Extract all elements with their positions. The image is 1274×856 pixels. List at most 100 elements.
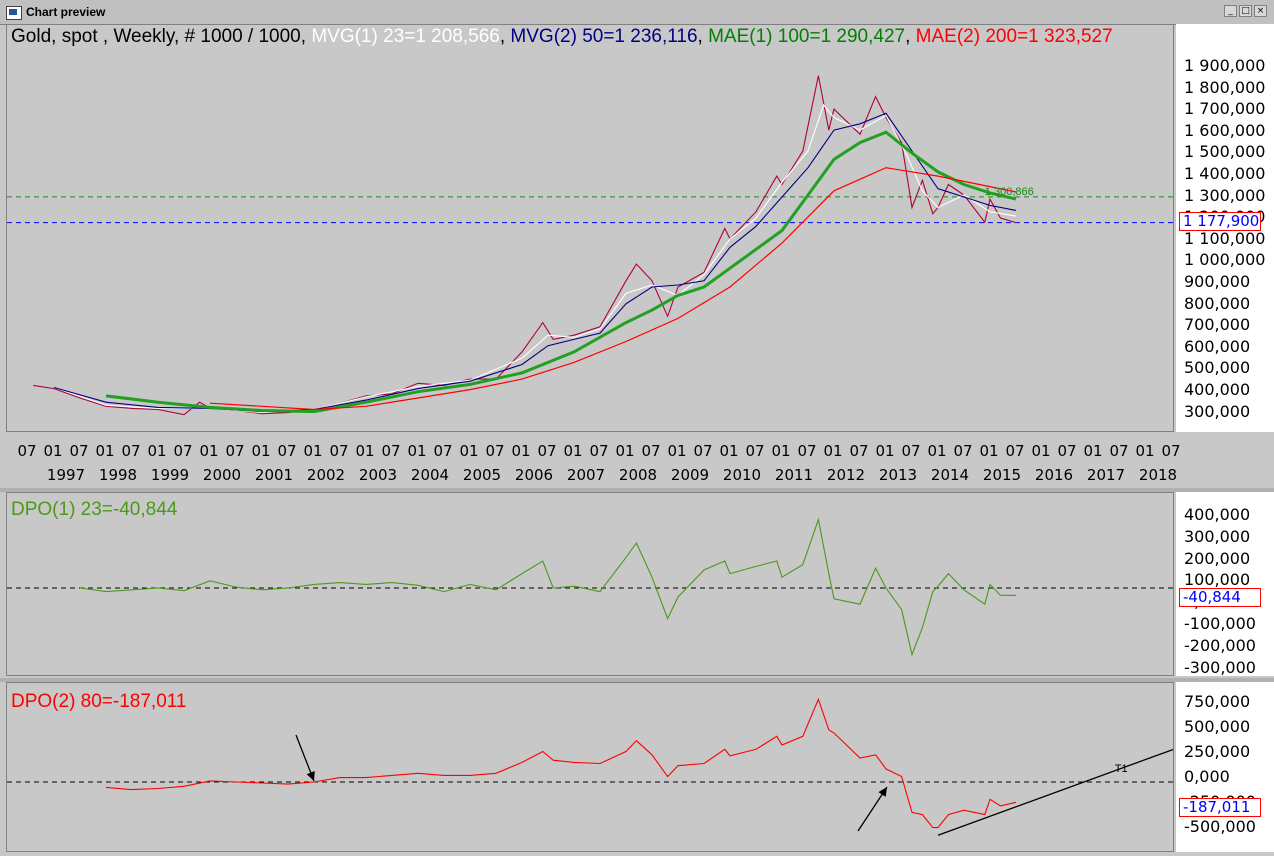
x-tick-year: 2015 [982,466,1022,484]
y-tick-label: 1 600,000 [1184,120,1266,140]
current-value-tag: 1 177,900 [1179,212,1261,231]
dpo1-legend: DPO(1) 23=-40,844 [11,499,178,520]
x-tick-month: 01 [199,442,219,460]
x-tick-year: 2009 [670,466,710,484]
x-tick-month: 07 [1005,442,1025,460]
y-tick-label: 750,000 [1184,692,1251,711]
x-tick-year: 2001 [254,466,294,484]
x-tick-month: 01 [511,442,531,460]
x-tick-year: 2017 [1086,466,1126,484]
x-tick-year: 2016 [1034,466,1074,484]
y-tick-label: 1 700,000 [1184,99,1266,119]
x-tick-month: 07 [797,442,817,460]
y-tick-label: 0,000 [1184,767,1230,786]
y-tick-label: 400,000 [1184,380,1251,399]
x-tick-month: 01 [979,442,999,460]
x-tick-month: 07 [901,442,921,460]
x-tick-month: 07 [641,442,661,460]
y-tick-label: 1 900,000 [1184,56,1266,75]
close-button[interactable]: × [1254,5,1267,17]
x-tick-month: 07 [485,442,505,460]
y-tick-label: 1 500,000 [1184,142,1266,162]
x-tick-year: 2007 [566,466,606,484]
price-chart-plot[interactable]: 1 300,866 [7,25,1173,431]
dpo1-plot[interactable] [7,493,1173,675]
x-tick-year: 1997 [46,466,86,484]
x-tick-month: 01 [615,442,635,460]
y-tick-label: 300,000 [1184,526,1251,546]
minimize-button[interactable]: _ [1224,5,1237,17]
y-tick-label: 900,000 [1184,272,1251,291]
panel-splitter-2[interactable] [0,678,1274,682]
price-chart-panel[interactable]: Gold, spot , Weekly, # 1000 / 1000, MVG(… [6,24,1174,432]
x-tick-year: 2012 [826,466,866,484]
x-tick-year: 2011 [774,466,814,484]
legend-part-3: MVG(2) 50=1 236,116 [510,26,698,47]
x-tick-month: 07 [589,442,609,460]
x-tick-month: 01 [303,442,323,460]
y-tick-label: -100,000 [1184,614,1256,633]
x-tick-month: 01 [563,442,583,460]
x-tick-month: 07 [537,442,557,460]
legend-part-5: MAE(1) 100=1 290,427 [708,26,906,47]
x-tick-month: 01 [147,442,167,460]
y-tick-label: 1 300,000 [1184,185,1266,205]
x-tick-month: 07 [173,442,193,460]
trendline-label: T1 [1115,763,1128,775]
series-line-0 [33,75,1017,416]
x-tick-month: 01 [459,442,479,460]
x-tick-month: 01 [251,442,271,460]
x-tick-year: 2002 [306,466,346,484]
x-tick-month: 07 [745,442,765,460]
x-tick-month: 01 [875,442,895,460]
price-y-axis[interactable]: 1 900,000 1 800,000 1 700,000 1 600,000 1 50… [1176,24,1274,432]
hline-label: 1 300,866 [985,186,1034,198]
x-tick-month: 07 [1057,442,1077,460]
x-tick-month: 01 [719,442,739,460]
dpo2-plot[interactable]: T1 [7,683,1173,851]
maximize-button[interactable]: □ [1239,5,1252,17]
arrow-head [306,771,315,781]
x-tick-month: 07 [433,442,453,460]
legend-part-0: Gold, spot , Weekly, # 1000 / 1000, [11,26,312,47]
dpo2-panel[interactable]: DPO(2) 80=-187,011 T1 [6,682,1174,852]
panel-splitter[interactable] [0,488,1274,492]
x-tick-month: 07 [329,442,349,460]
x-tick-month: 01 [1031,442,1051,460]
y-tick-label: 250,000 [1184,742,1251,761]
x-tick-month: 07 [1109,442,1129,460]
x-tick-month: 01 [823,442,843,460]
y-tick-label: 800,000 [1184,293,1251,313]
current-value-tag: -187,011 [1179,798,1261,817]
x-tick-month: 07 [849,442,869,460]
x-tick-month: 01 [927,442,947,460]
y-tick-label: 500,000 [1184,358,1251,378]
x-tick-month: 07 [277,442,297,460]
arrow-head [878,787,887,797]
price-legend: Gold, spot , Weekly, # 1000 / 1000, MVG(… [11,26,1113,48]
x-tick-year: 2003 [358,466,398,484]
legend-part-6: , [905,26,916,47]
x-tick-year: 2000 [202,466,242,484]
x-tick-month: 07 [1161,442,1181,460]
y-tick-label: -300,000 [1184,657,1256,677]
y-tick-label: -500,000 [1184,817,1256,836]
x-tick-month: 07 [381,442,401,460]
dpo2-y-axis[interactable]: 750,000500,000250,0000,000-250,000-500,0… [1176,682,1274,852]
y-tick-label: 400,000 [1184,505,1251,524]
series-line-4 [209,167,1017,411]
x-tick-month: 01 [355,442,375,460]
x-tick-year: 2010 [722,466,762,484]
current-value-tag: -40,844 [1179,588,1261,607]
dpo1-panel[interactable]: DPO(1) 23=-40,844 [6,492,1174,676]
x-tick-month: 01 [667,442,687,460]
x-tick-year: 1999 [150,466,190,484]
x-tick-month: 01 [1135,442,1155,460]
dpo1-y-axis[interactable]: 400,000300,000200,000100,0000,000-100,00… [1176,492,1274,698]
trendline[interactable] [937,746,1173,836]
y-tick-label: 1 000,000 [1184,250,1266,270]
x-tick-month: 07 [69,442,89,460]
legend-part-7: MAE(2) 200=1 323,527 [915,26,1113,47]
y-tick-label: 1 800,000 [1184,77,1266,97]
y-tick-label: 200,000 [1184,548,1251,568]
